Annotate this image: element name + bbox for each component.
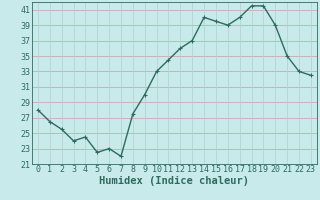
X-axis label: Humidex (Indice chaleur): Humidex (Indice chaleur) — [100, 176, 249, 186]
